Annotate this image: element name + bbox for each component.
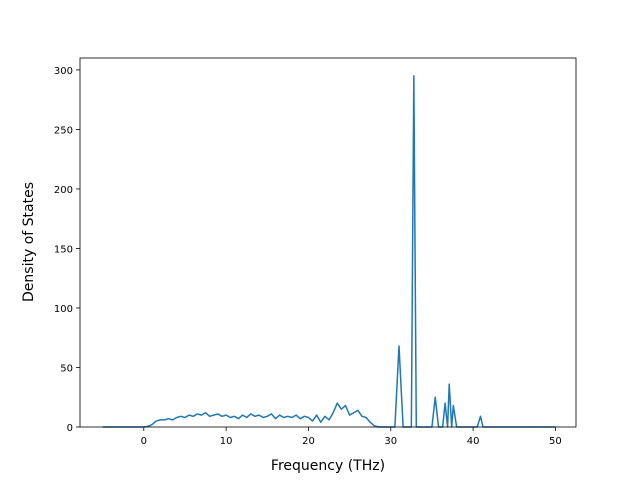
x-tick-label: 10 — [220, 436, 233, 447]
y-tick-label: 0 — [67, 423, 73, 434]
x-axis-label: Frequency (THz) — [271, 458, 385, 474]
x-tick-label: 50 — [549, 436, 562, 447]
y-tick-label: 300 — [54, 66, 73, 77]
y-tick-label: 100 — [54, 304, 73, 315]
x-tick-label: 30 — [384, 436, 397, 447]
plot-area — [80, 58, 576, 427]
x-axis-ticks: 0 10 20 30 40 50 — [141, 427, 562, 447]
x-tick-label: 20 — [302, 436, 315, 447]
y-tick-label: 50 — [60, 363, 73, 374]
y-tick-label: 150 — [54, 244, 73, 255]
y-tick-label: 250 — [54, 125, 73, 136]
y-axis-label: Density of States — [21, 182, 37, 302]
plot-frame — [79, 57, 577, 428]
y-tick-label: 200 — [54, 185, 73, 196]
x-tick-label: 0 — [141, 436, 147, 447]
y-axis-ticks: 0 50 100 150 200 250 300 — [54, 66, 80, 434]
x-tick-label: 40 — [467, 436, 480, 447]
